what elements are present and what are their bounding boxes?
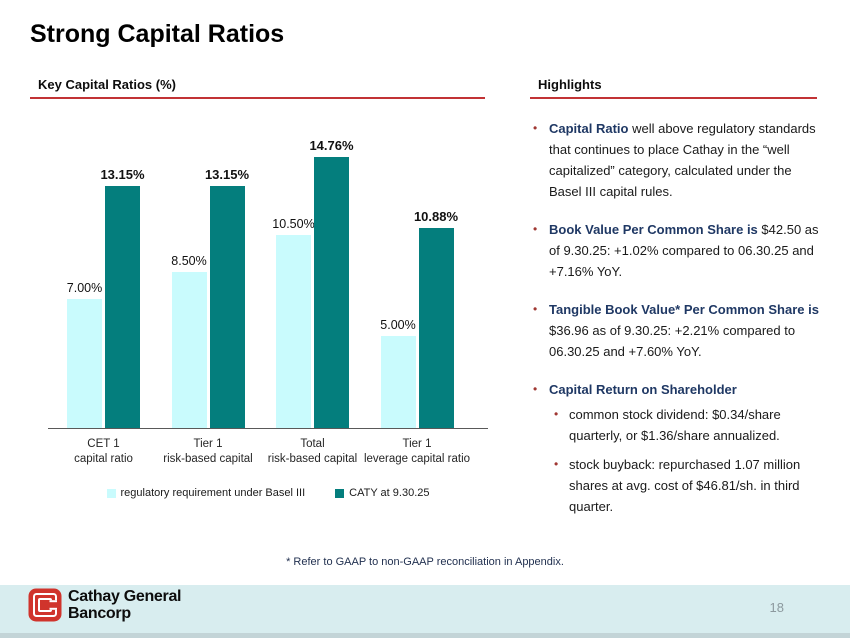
category-label: Tier 1 risk-based capital xyxy=(163,438,253,466)
highlight-sub-bullet-buyback: • stock buyback: repurchased 1.07 millio… xyxy=(549,454,824,517)
chart-section-header: Key Capital Ratios (%) xyxy=(30,77,485,99)
bar-value-label: 14.76% xyxy=(309,137,354,153)
bullet-icon: • xyxy=(533,222,538,236)
bar-series0-cat2 xyxy=(276,235,311,428)
footer-edge-strip xyxy=(0,633,850,638)
logo-wordmark: Cathay General Bancorp xyxy=(68,588,182,622)
bar-series1-cat1 xyxy=(209,186,245,428)
legend-label-caty: CATY at 9.30.25 xyxy=(349,487,430,499)
bullet-icon: • xyxy=(533,302,538,316)
highlight-lead: Book Value Per Common Share is xyxy=(549,222,758,237)
category-label: Total risk-based capital xyxy=(267,438,358,466)
bullet-icon: • xyxy=(554,407,559,421)
chart-section-title: Key Capital Ratios (%) xyxy=(38,77,176,92)
bar-value-label: 8.50% xyxy=(171,253,207,268)
highlight-sub-bullet-dividend: • common stock dividend: $0.34/share qua… xyxy=(549,404,824,446)
bullet-icon: • xyxy=(533,121,538,135)
footnote: * Refer to GAAP to non-GAAP reconciliati… xyxy=(286,556,564,568)
highlights-panel: • Capital Ratio well above regulatory st… xyxy=(532,118,824,534)
highlight-lead: Capital Return on Shareholder xyxy=(549,382,737,397)
bar-value-label: 5.00% xyxy=(380,318,416,333)
bar-value-label: 13.15% xyxy=(100,167,145,183)
cathay-logo-icon xyxy=(28,588,62,622)
chart-categories: CET 1 capital ratio Tier 1 risk-based cap… xyxy=(48,429,488,469)
capital-ratios-chart: 7.00% 8.50% 10.50% 5.00% 13.15% 13.15% 14.76% 1… xyxy=(48,134,488,499)
category-label: Tier 1 leverage capital ratio xyxy=(363,438,471,466)
highlight-bullet-tangible-book-value: • Tangible Book Value* Per Common Share … xyxy=(532,299,824,362)
legend-swatch-light-icon xyxy=(106,488,116,498)
bar-series1-cat0 xyxy=(105,186,140,428)
legend-item-caty: CATY at 9.30.25 xyxy=(335,487,429,499)
chart-legend: regulatory requirement under Basel III C… xyxy=(48,487,488,499)
footer-band: Cathay General Bancorp 18 xyxy=(0,585,850,638)
highlight-bullet-capital-ratio: • Capital Ratio well above regulatory st… xyxy=(532,118,824,202)
highlights-section-header: Highlights xyxy=(530,77,817,99)
category-label: CET 1 capital ratio xyxy=(74,438,133,466)
highlight-bullet-capital-return: • Capital Return on Shareholder • common… xyxy=(532,379,824,517)
highlight-sub-text: common stock dividend: $0.34/share quart… xyxy=(569,407,781,443)
logo-line2: Bancorp xyxy=(68,604,131,622)
bar-value-label: 13.15% xyxy=(204,167,250,183)
chart-plot: 7.00% 8.50% 10.50% 5.00% 13.15% 13.15% 14.76% 1… xyxy=(48,134,488,429)
legend-label-regulatory: regulatory requirement under Basel III xyxy=(120,487,306,499)
highlight-lead: Tangible Book Value* Per Common Share is xyxy=(549,302,819,317)
legend-swatch-dark-icon xyxy=(335,488,345,498)
page-title: Strong Capital Ratios xyxy=(30,20,285,48)
highlight-bullet-book-value: • Book Value Per Common Share is $42.50 … xyxy=(532,219,824,282)
highlights-section-title: Highlights xyxy=(538,77,602,92)
bar-value-label: 10.88% xyxy=(413,209,459,225)
page-number: 18 xyxy=(769,600,784,615)
highlight-sub-text: stock buyback: repurchased 1.07 million … xyxy=(569,457,801,514)
bar-value-label: 7.00% xyxy=(66,281,103,296)
logo-line1: Cathay General xyxy=(68,588,182,605)
bar-series1-cat2 xyxy=(314,156,349,428)
highlight-lead: Capital Ratio xyxy=(549,121,629,136)
bar-value-label: 10.50% xyxy=(272,217,315,232)
bullet-icon: • xyxy=(554,457,559,471)
bullet-icon: • xyxy=(533,382,538,396)
legend-item-regulatory: regulatory requirement under Basel III xyxy=(106,487,306,499)
bar-series0-cat3 xyxy=(380,336,416,428)
highlight-text: well above regulatory standards that con… xyxy=(549,121,816,199)
highlight-text: $36.96 as of 9.30.25: +2.21% compared to… xyxy=(549,323,796,359)
bar-series0-cat1 xyxy=(171,271,207,428)
bar-series1-cat3 xyxy=(418,228,454,428)
highlight-text: $42.50 as of 9.30.25: +1.02% compared to… xyxy=(549,222,819,279)
bar-series0-cat0 xyxy=(67,299,102,428)
